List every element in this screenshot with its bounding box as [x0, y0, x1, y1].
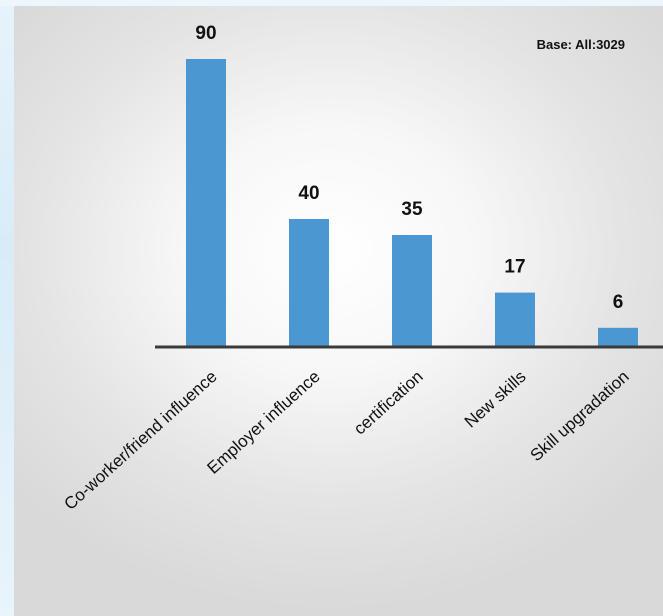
value-label-2: 40 — [298, 183, 319, 204]
bar-2 — [289, 219, 329, 347]
category-label-4: New skills — [461, 367, 530, 432]
bar-1 — [186, 59, 226, 347]
category-label-2: Employer influence — [204, 367, 324, 478]
bar-4 — [495, 292, 535, 347]
left-decor-strip — [0, 0, 14, 616]
bar-3 — [392, 235, 432, 347]
value-label-1: 90 — [195, 23, 216, 44]
category-label-3: certification — [350, 367, 427, 439]
category-label-1: Co-worker/friend influence — [61, 367, 221, 514]
value-label-5: 6 — [613, 292, 624, 313]
value-label-4: 17 — [504, 257, 525, 278]
bar-5 — [598, 327, 638, 347]
value-label-3: 35 — [401, 199, 423, 220]
base-note: Base: All:3029 — [536, 37, 625, 52]
value-labels: 90 40 35 17 6 — [195, 23, 623, 313]
top-decor-line — [0, 0, 663, 6]
bars — [186, 59, 638, 347]
category-label-5: Skill upgradation — [527, 367, 633, 465]
